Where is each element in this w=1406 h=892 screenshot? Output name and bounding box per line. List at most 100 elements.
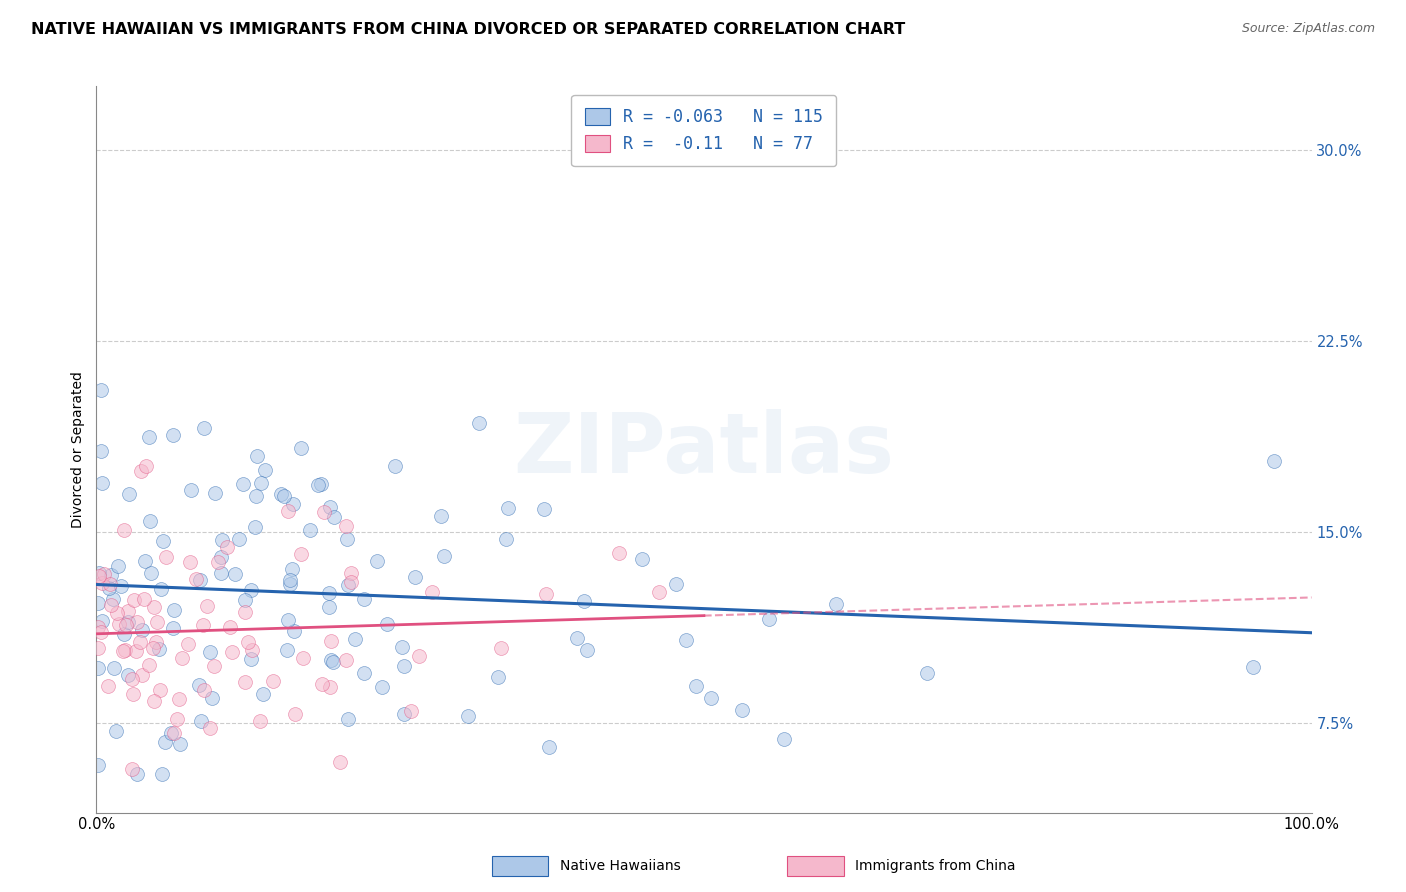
Point bbox=[114, 643, 136, 657]
Point bbox=[307, 477, 329, 491]
Point bbox=[252, 687, 274, 701]
Point bbox=[915, 665, 938, 680]
Point bbox=[391, 640, 413, 655]
Point bbox=[420, 585, 443, 599]
Point bbox=[155, 550, 177, 565]
Point bbox=[290, 442, 312, 456]
Point bbox=[488, 670, 510, 684]
Point bbox=[135, 458, 157, 473]
Point bbox=[98, 577, 121, 591]
Point bbox=[90, 624, 112, 639]
Point bbox=[233, 592, 256, 607]
Point bbox=[284, 706, 307, 721]
Point bbox=[202, 658, 225, 673]
Point bbox=[162, 427, 184, 442]
Point bbox=[128, 635, 150, 649]
Point bbox=[399, 704, 422, 718]
Point bbox=[90, 475, 112, 490]
Point bbox=[129, 464, 152, 478]
Point bbox=[276, 642, 298, 657]
Point bbox=[219, 620, 242, 634]
Point bbox=[343, 632, 366, 647]
Point bbox=[675, 633, 697, 648]
Point bbox=[408, 648, 430, 663]
Point bbox=[281, 561, 304, 575]
Point bbox=[152, 534, 174, 549]
Point bbox=[125, 644, 148, 658]
Point bbox=[322, 655, 344, 669]
Point bbox=[114, 617, 136, 632]
Point bbox=[335, 653, 357, 667]
Point bbox=[236, 635, 259, 649]
Text: Native Hawaiians: Native Hawaiians bbox=[560, 859, 681, 873]
Point bbox=[353, 592, 375, 607]
Point bbox=[217, 540, 239, 554]
Point bbox=[188, 678, 211, 692]
Point bbox=[292, 651, 315, 665]
Point bbox=[262, 673, 284, 688]
Point bbox=[240, 652, 263, 666]
Point bbox=[209, 566, 232, 581]
Point bbox=[283, 497, 305, 511]
Text: ZIPatlas: ZIPatlas bbox=[513, 409, 894, 490]
Point bbox=[273, 489, 295, 503]
Point bbox=[190, 714, 212, 728]
Point bbox=[138, 658, 160, 673]
Point bbox=[392, 659, 415, 673]
Point bbox=[191, 618, 214, 632]
Point bbox=[100, 567, 122, 582]
Point bbox=[321, 653, 343, 667]
Text: NATIVE HAWAIIAN VS IMMIGRANTS FROM CHINA DIVORCED OR SEPARATED CORRELATION CHART: NATIVE HAWAIIAN VS IMMIGRANTS FROM CHINA… bbox=[31, 22, 905, 37]
Point bbox=[166, 712, 188, 726]
Point bbox=[86, 661, 108, 675]
Point bbox=[233, 605, 256, 619]
Point bbox=[404, 570, 426, 584]
Point bbox=[150, 767, 173, 781]
Point bbox=[335, 519, 357, 533]
Point bbox=[647, 585, 669, 599]
Point bbox=[534, 587, 557, 601]
Point bbox=[131, 624, 153, 638]
Point bbox=[228, 532, 250, 546]
Point bbox=[117, 487, 139, 501]
Point bbox=[121, 672, 143, 686]
Point bbox=[221, 645, 243, 659]
Point bbox=[87, 597, 110, 611]
Point bbox=[392, 706, 415, 721]
Point bbox=[90, 443, 112, 458]
Point bbox=[575, 643, 598, 657]
Point bbox=[170, 651, 193, 665]
Point bbox=[685, 680, 707, 694]
Point bbox=[246, 449, 269, 463]
Point bbox=[283, 624, 305, 639]
Point bbox=[731, 703, 754, 717]
Point bbox=[117, 615, 139, 629]
Point bbox=[179, 555, 201, 569]
Point bbox=[127, 615, 149, 629]
Point bbox=[538, 740, 561, 755]
Point bbox=[278, 574, 301, 588]
Point bbox=[574, 594, 596, 608]
Point bbox=[90, 384, 112, 398]
Point bbox=[209, 549, 232, 564]
Y-axis label: Divorced or Separated: Divorced or Separated bbox=[72, 371, 86, 528]
Point bbox=[131, 667, 153, 681]
Point bbox=[193, 421, 215, 435]
Point bbox=[101, 591, 124, 606]
Legend: R = -0.063   N = 115, R =  -0.11   N = 77: R = -0.063 N = 115, R = -0.11 N = 77 bbox=[571, 95, 837, 166]
Point bbox=[139, 566, 162, 580]
Point bbox=[665, 576, 688, 591]
Point bbox=[235, 674, 257, 689]
Point bbox=[239, 582, 262, 597]
Point bbox=[243, 520, 266, 534]
Point bbox=[100, 599, 122, 613]
Point bbox=[138, 430, 160, 444]
Point bbox=[198, 721, 221, 735]
Point bbox=[277, 504, 299, 518]
Point bbox=[105, 724, 128, 739]
Point bbox=[340, 574, 363, 589]
Point bbox=[319, 680, 342, 694]
Point bbox=[336, 533, 359, 547]
Point bbox=[429, 508, 451, 523]
Point bbox=[200, 645, 222, 659]
